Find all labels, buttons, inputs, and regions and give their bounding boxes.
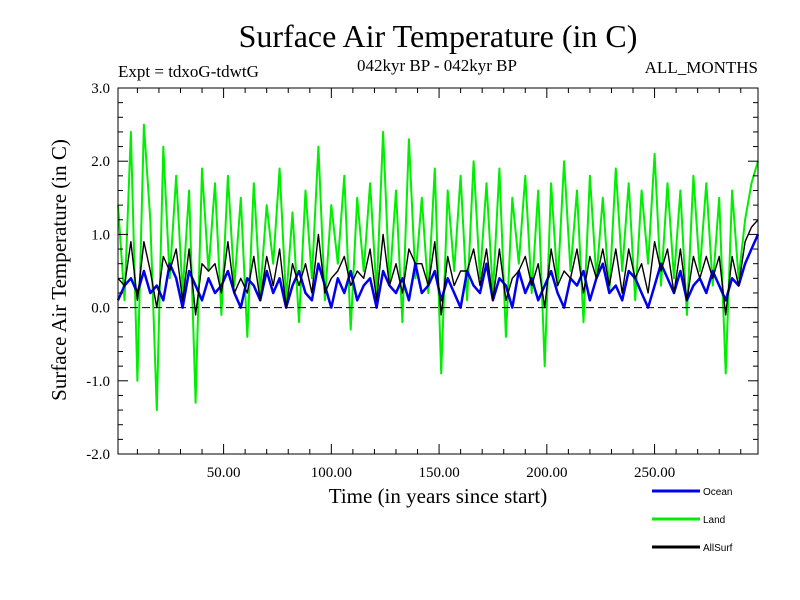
y-axis-label: Surface Air Temperature (in C) xyxy=(47,139,71,401)
chart-subtitle-center: 042kyr BP - 042kyr BP xyxy=(357,56,517,75)
x-tick-label: 200.00 xyxy=(526,465,567,481)
y-tick-label: 2.0 xyxy=(91,154,110,170)
x-tick-label: 50.00 xyxy=(207,465,241,481)
y-tick-label: 0.0 xyxy=(91,301,110,317)
chart-subtitle-left: Expt = tdxoG-tdwtG xyxy=(118,62,259,81)
x-tick-label: 250.00 xyxy=(634,465,675,481)
y-tick-label: 3.0 xyxy=(91,81,110,97)
y-tick-label: -2.0 xyxy=(86,447,110,463)
legend-label-land: Land xyxy=(703,515,725,526)
chart-title: Surface Air Temperature (in C) xyxy=(239,18,638,54)
legend: Ocean Land AllSurf xyxy=(652,487,733,554)
x-axis-label: Time (in years since start) xyxy=(329,484,548,508)
legend-label-ocean: Ocean xyxy=(703,487,732,498)
series-line-allsurf xyxy=(117,219,759,316)
x-tick-label: 100.00 xyxy=(311,465,352,481)
legend-label-allsurf: AllSurf xyxy=(703,543,733,554)
x-tick-label: 150.00 xyxy=(418,465,459,481)
y-tick-label: -1.0 xyxy=(86,374,110,390)
y-tick-label: 1.0 xyxy=(91,227,110,243)
plot-frame xyxy=(117,87,759,455)
chart-subtitle-right: ALL_MONTHS xyxy=(645,58,758,77)
series-layer xyxy=(116,123,760,412)
